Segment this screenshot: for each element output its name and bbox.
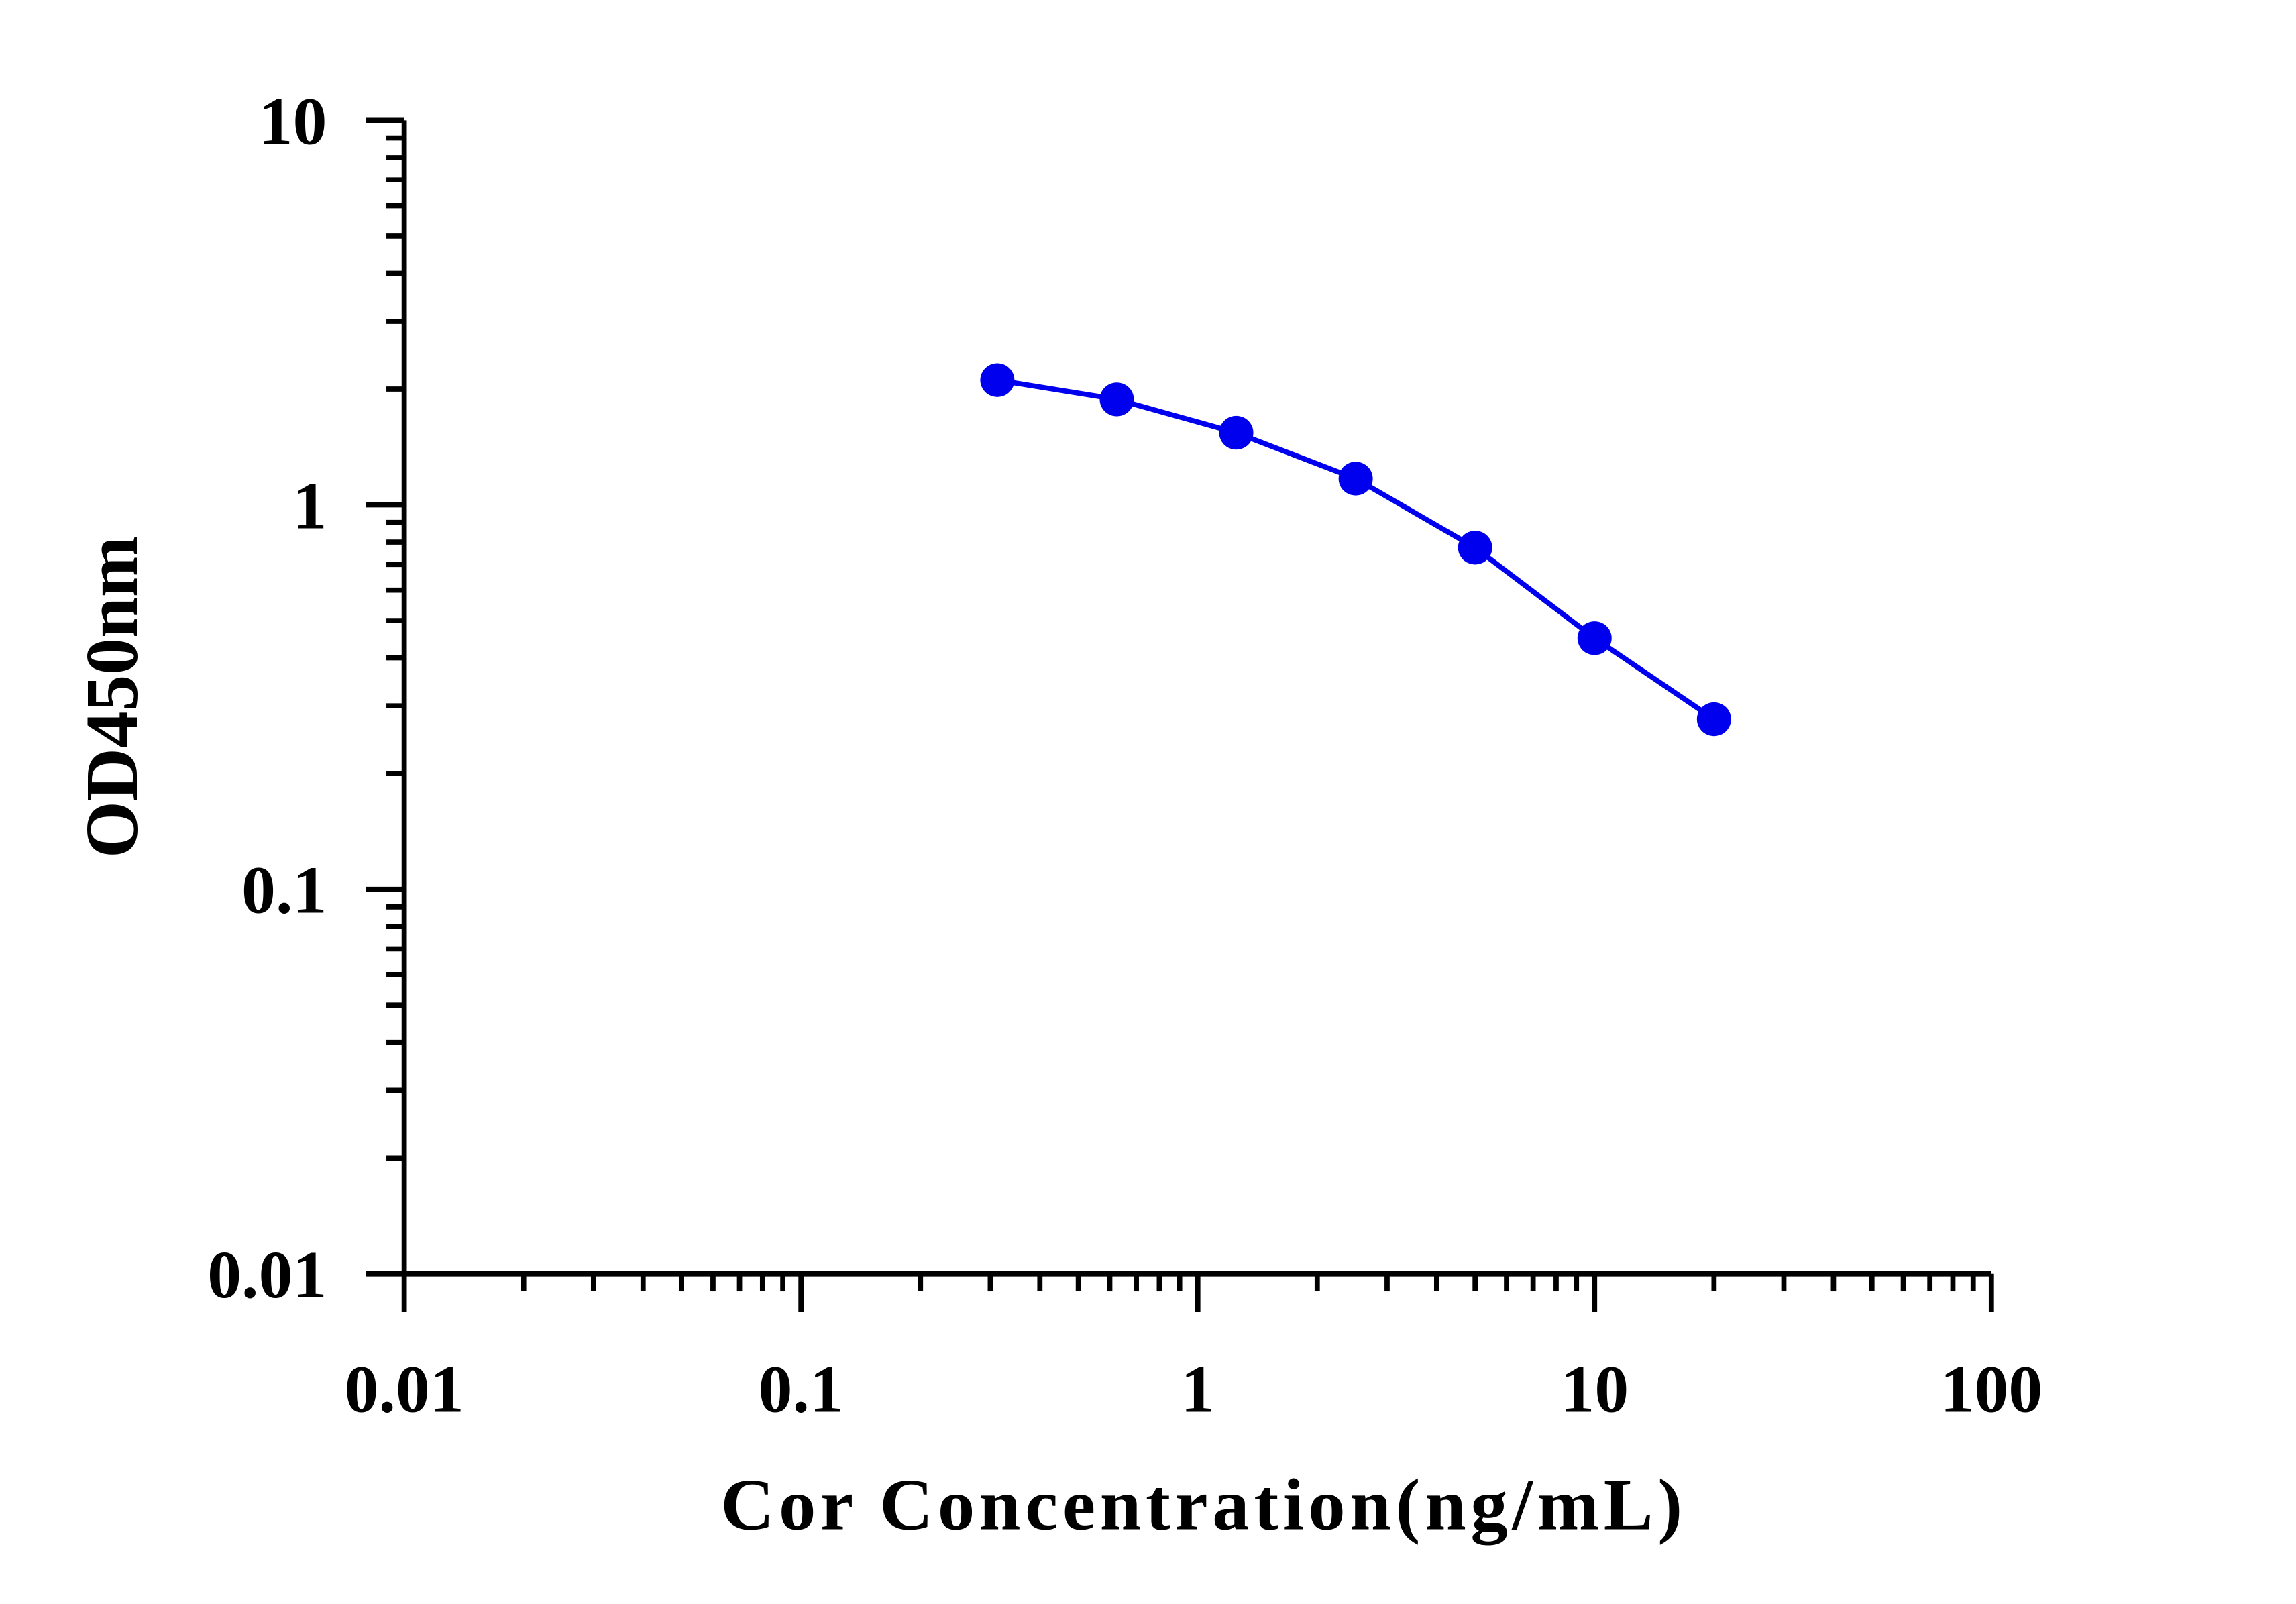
y-tick-label: 0.1 [241,853,327,927]
x-tick-label: 1 [1181,1352,1215,1426]
x-tick-label: 0.1 [758,1352,843,1426]
series-line [997,377,1716,722]
data-point [1696,702,1731,737]
x-axis-title: Cor Concentration(ng/mL) [720,1464,1686,1545]
y-tick-label: 10 [259,84,327,158]
data-point [1577,621,1612,655]
x-tick-label: 10 [1560,1352,1629,1426]
y-tick-label: 1 [292,468,327,543]
x-tick-label: 0.01 [344,1352,463,1426]
x-tick-label: 100 [1940,1352,2042,1426]
data-point [1219,415,1254,450]
data-point [1099,382,1134,417]
y-tick-label: 0.01 [207,1237,327,1312]
data-point [1458,531,1492,565]
data-point [980,363,1015,397]
data-point [1338,462,1373,496]
y-axis-title: OD450nm [70,536,153,858]
